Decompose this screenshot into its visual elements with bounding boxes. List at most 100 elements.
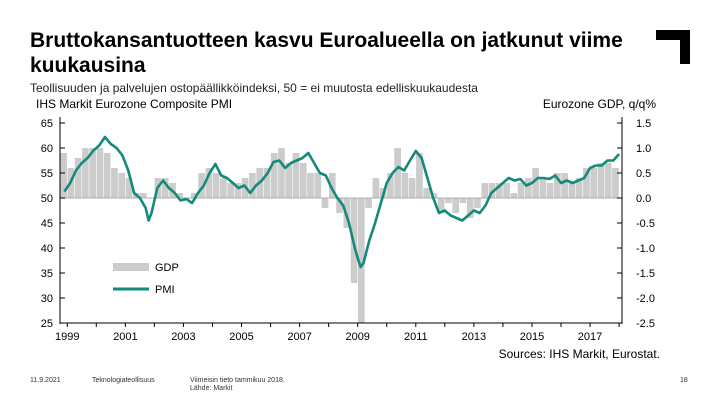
gdp-bar [452, 198, 460, 213]
gdp-bar [554, 173, 561, 198]
gdp-bar [96, 148, 104, 198]
gdp-bar [176, 193, 184, 198]
y-left-ticks: 65 60 55 50 45 40 35 30 25 [41, 118, 65, 330]
y-left-tick-label: 30 [41, 293, 53, 305]
gdp-bar [408, 178, 416, 198]
y-right-tick-label: -2.0 [636, 293, 655, 305]
gdp-bar [292, 153, 300, 198]
gdp-bar [227, 183, 234, 198]
gdp-bar [314, 173, 322, 198]
gdp-bar [459, 198, 467, 203]
chart-title-left: IHS Markit Eurozone Composite PMI [36, 97, 232, 111]
gdp-bar [445, 198, 452, 203]
gdp-bar [299, 163, 307, 198]
gdp-bar [307, 173, 314, 198]
gdp-bar [546, 183, 554, 198]
y-right-tick-label: 0.0 [636, 193, 651, 205]
gdp-bar [597, 163, 605, 198]
gdp-bar [387, 173, 394, 198]
gdp-bar [517, 183, 525, 198]
gdp-bar [568, 183, 576, 198]
gdp-bar [510, 193, 518, 198]
gdp-bar [430, 193, 438, 198]
gdp-bar [466, 198, 474, 218]
footer-page-number: 18 [680, 377, 688, 384]
gdp-bar [365, 198, 372, 208]
gdp-bar [336, 198, 343, 213]
x-tick-label: 2003 [171, 331, 195, 343]
y-right-tick-label: -1.0 [636, 243, 655, 255]
y-left-tick-label: 45 [41, 218, 53, 230]
gdp-bar [270, 153, 278, 198]
y-left-tick-label: 65 [41, 118, 53, 130]
gdp-bar [474, 198, 481, 208]
axis-frame [59, 117, 623, 324]
y-left-tick-label: 40 [41, 243, 53, 255]
gdp-bar [372, 178, 380, 198]
legend-pmi-label: PMI [155, 284, 175, 296]
gdp-bar [495, 183, 503, 198]
footer-note-line1: Viimeisin tieto tammikuu 2018. [190, 377, 285, 384]
pmi-line [63, 135, 621, 269]
gdp-bar [503, 183, 510, 198]
gdp-bar [249, 173, 256, 198]
gdp-bar [111, 168, 118, 198]
gdp-bar [220, 178, 227, 198]
x-tick-label: 2001 [113, 331, 137, 343]
x-tick-label: 2013 [462, 331, 486, 343]
x-tick-label: 2017 [578, 331, 602, 343]
y-right-ticks: 1.5 1.0 0.5 0.0 -0.5 -1.0 -1.5 -2.0 -2.5 [617, 118, 655, 330]
gdp-bar [285, 163, 293, 198]
footer-note: Viimeisin tieto tammikuu 2018. Lähde: Ma… [190, 377, 285, 393]
y-right-tick-label: 0.5 [636, 168, 651, 180]
gdp-bar [394, 148, 401, 198]
y-right-tick-label: 1.5 [636, 118, 651, 130]
gdp-bar [590, 168, 598, 198]
legend: GDP PMI [113, 262, 179, 296]
gdp-bar [532, 168, 539, 198]
gdp-bar [103, 153, 111, 198]
y-right-tick-label: -1.5 [636, 268, 655, 280]
gdp-bar [437, 198, 445, 213]
y-right-tick-label: -2.5 [636, 318, 655, 330]
x-tick-label: 2007 [287, 331, 311, 343]
gdp-bar [60, 153, 67, 198]
footer-date: 11.9.2021 [30, 377, 61, 384]
legend-gdp-label: GDP [155, 262, 179, 274]
x-tick-label: 2011 [404, 331, 428, 343]
chart-title-right: Eurozone GDP, q/q% [543, 97, 657, 111]
footer-org: Teknologiateollisuus [92, 377, 155, 384]
gdp-bar [612, 168, 619, 198]
gdp-bar [561, 173, 568, 198]
gdp-bar [358, 198, 365, 323]
gdp-bar [401, 173, 409, 198]
gdp-bar [525, 178, 532, 198]
brand-logo-icon [656, 30, 690, 64]
y-left-tick-label: 55 [41, 168, 53, 180]
x-ticks: 1999 2001 2003 2005 2007 2009 2011 2013 2015 2017 [55, 323, 620, 343]
slide-subtitle: Teollisuuden ja palvelujen ostopäällikkö… [30, 81, 478, 95]
gdp-bar [205, 168, 213, 198]
gdp-bar [82, 148, 89, 198]
gdp-bars [60, 148, 619, 323]
y-right-tick-label: -0.5 [636, 218, 655, 230]
gdp-bar [234, 183, 242, 198]
legend-gdp-swatch [113, 263, 149, 271]
gdp-bar [74, 158, 82, 198]
gdp-bar [278, 148, 285, 198]
gdp-bar [118, 173, 126, 198]
gdp-bar [583, 168, 590, 198]
gdp-bar [140, 193, 147, 198]
gdp-bar [191, 193, 198, 198]
chart-area: IHS Markit Eurozone Composite PMI Eurozo… [30, 95, 670, 365]
gdp-bar [604, 163, 612, 198]
y-left-tick-label: 60 [41, 143, 53, 155]
x-tick-label: 2015 [520, 331, 544, 343]
y-left-tick-label: 50 [41, 193, 53, 205]
gdp-bar [488, 183, 496, 198]
gdp-bar [263, 168, 271, 198]
y-right-tick-label: 1.0 [636, 143, 651, 155]
gdp-bar [423, 188, 431, 198]
gdp-bar [125, 178, 133, 198]
footer-note-line2: Lähde: Markit [190, 385, 233, 392]
